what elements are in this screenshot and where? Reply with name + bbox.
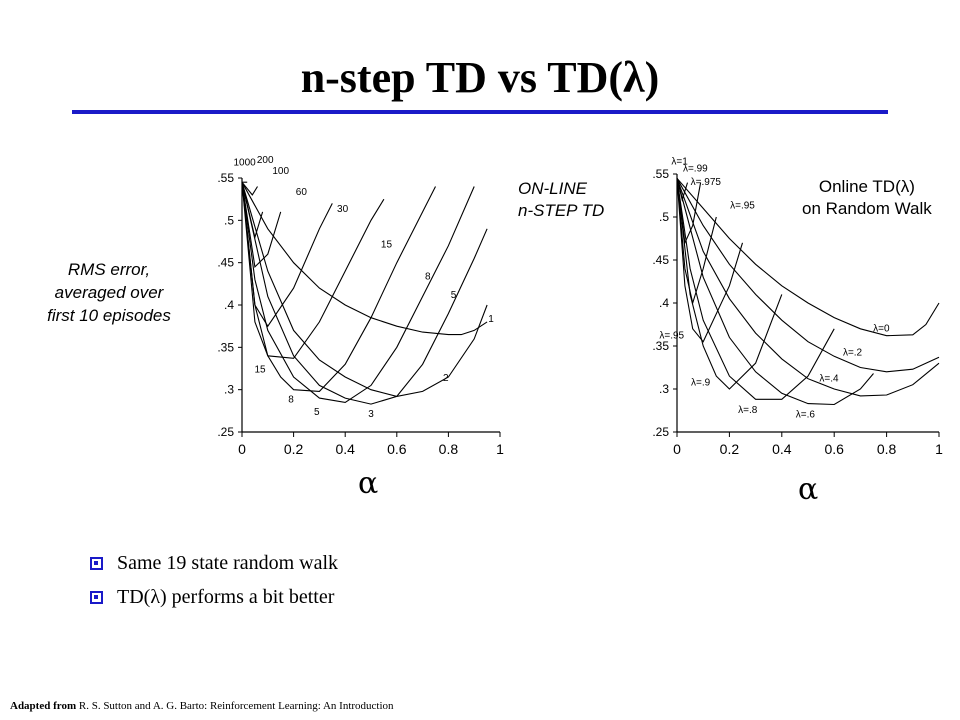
y-tick-label: .55 [652,167,669,181]
series-line [241,182,488,405]
x-tick-label: 0 [238,441,246,457]
x-tick-label: 0 [673,441,681,457]
bullet-list: Same 19 state random walk TD(λ) performs… [90,546,338,614]
y-tick-label: .45 [217,256,234,270]
curve-label: λ=.99 [683,163,708,174]
title-underline [72,110,888,114]
x-tick-label: 0.2 [720,441,740,457]
curve-label: 30 [337,204,349,215]
bullet-item: Same 19 state random walk [90,546,338,580]
curve-label: λ=.8 [738,405,758,416]
curve-label: 8 [288,394,294,405]
footer-bold: Adapted from [10,700,77,712]
series-line [241,182,488,397]
series-line [241,182,385,359]
right-chart-title: Online TD(λ) on Random Walk [802,176,932,220]
x-tick-label: 0.8 [877,441,897,457]
series-line [241,182,282,269]
series-line [676,178,940,397]
curve-label: 15 [254,365,266,376]
y-tick-label: .4 [659,296,669,310]
y-tick-label: .4 [224,298,234,312]
y-label-line-3: first 10 episodes [47,306,171,325]
square-bullet-icon [90,590,103,604]
x-tick-label: 0.8 [439,441,459,457]
curve-label: λ=.975 [691,177,722,188]
curve-label: λ=.95 [730,200,755,211]
shared-y-axis-label: RMS error, averaged over first 10 episod… [34,258,184,327]
series-line [676,178,835,400]
x-tick-label: 0.2 [284,441,304,457]
y-tick-label: .3 [659,382,669,396]
series-line [676,177,940,337]
curve-label: 1000 [233,157,256,168]
curve-label: 1 [488,314,494,325]
y-label-line-2: averaged over [54,283,164,302]
curve-label: 5 [451,290,457,301]
series-line [241,182,475,403]
right-title-line-2: on Random Walk [802,199,932,218]
footer-credit: Adapted from R. S. Sutton and A. G. Bart… [10,700,394,712]
right-chart: .25 .3 .35 .4 .45 .5 .55 0 0.2 0.4 0.6 0.8 1 λ=1 λ=.99… [615,140,945,475]
series-line [676,178,702,245]
bullet-item: TD(λ) performs a bit better [90,580,338,614]
series-line [241,182,436,392]
y-tick-label: .35 [652,339,669,353]
y-tick-label: .45 [652,253,669,267]
right-x-axis-label: α [798,472,819,507]
curve-label: 15 [381,239,393,250]
curve-label: λ=.4 [819,373,839,384]
curve-label: 100 [272,166,289,177]
x-tick-label: 0.6 [824,441,844,457]
y-tick-label: .25 [217,425,234,439]
slide-title: n-step TD vs TD(λ) [300,53,660,102]
footer-text: R. S. Sutton and A. G. Barto: Reinforcem… [76,700,394,712]
curve-label: λ=0 [873,323,890,334]
curve-label: λ=.95 [659,330,684,341]
x-tick-label: 0.6 [387,441,407,457]
left-title-line-1: ON-LINE [518,179,587,198]
y-tick-label: .35 [217,340,234,354]
left-chart: .25.3.35.4.45.5.55 0 0.2 0.4 0.6 0.8 1 1000 200 1… [190,140,510,475]
series-line [241,181,488,336]
right-title-line-1: Online TD(λ) [818,177,915,196]
left-x-axis-label: α [358,466,379,501]
curve-label: 2 [443,373,449,384]
curve-label: λ=.9 [691,378,711,389]
curve-label: 200 [257,155,274,166]
curve-label: 60 [296,187,308,198]
td-lambda-plot: .25 .3 .35 .4 .45 .5 .55 0 0.2 0.4 0.6 0.8 1 λ=1λ=.99… [652,157,943,457]
square-bullet-icon [90,556,103,570]
curve-label: 8 [425,272,431,283]
x-tick-label: 0.4 [772,441,792,457]
y-tick-label: .25 [652,425,669,439]
curve-label: λ=.6 [796,409,816,420]
bullet-text: Same 19 state random walk [117,551,339,574]
series-line [241,182,264,240]
y-tick-label: .5 [224,213,234,227]
series-line [676,178,717,306]
curve-label: λ=1 [671,157,688,168]
series-line [676,178,940,373]
y-tick-label: .55 [217,171,234,185]
left-title-line-2: n-STEP TD [518,201,605,220]
series-line [241,181,258,196]
y-tick-label: .5 [659,210,669,224]
x-tick-label: 0.4 [335,441,355,457]
series-line [676,178,689,202]
curve-label: 5 [314,407,320,418]
curve-label: λ=.2 [843,347,863,358]
left-chart-title: ON-LINE n-STEP TD [518,178,604,222]
x-tick-label: 1 [935,441,943,457]
bullet-text: TD(λ) performs a bit better [117,585,335,608]
series-line [241,182,333,328]
y-label-line-1: RMS error, [67,260,151,279]
x-tick-label: 1 [496,441,504,457]
series-line [676,178,744,343]
series-line [676,178,874,406]
y-tick-label: .3 [224,383,234,397]
curve-label: 3 [368,409,374,420]
series-line [676,178,783,390]
